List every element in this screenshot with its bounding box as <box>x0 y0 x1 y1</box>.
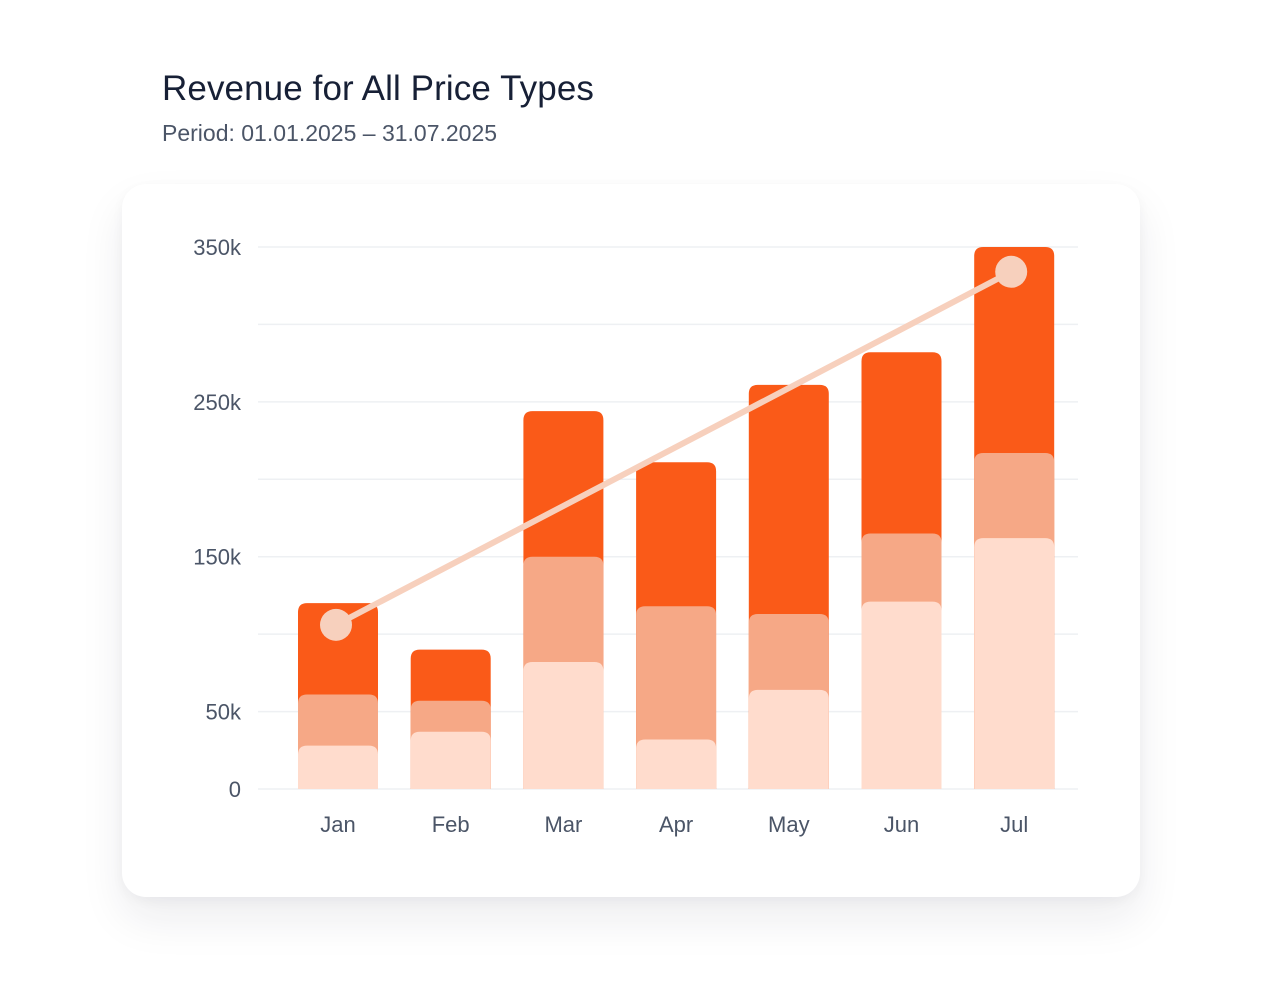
chart-header: Revenue for All Price Types Period: 01.0… <box>162 66 594 148</box>
bar-segment-mar-0 <box>523 662 604 789</box>
chart-subtitle: Period: 01.01.2025 – 31.07.2025 <box>162 120 498 146</box>
trend-line-path <box>333 268 1015 628</box>
bar-segment-jan-0 <box>298 745 378 789</box>
y-tick-label: 150k <box>193 545 242 570</box>
y-tick-label: 0 <box>229 777 241 802</box>
x-tick-label-mar: Mar <box>544 812 582 837</box>
x-tick-label-jul: Jul <box>1000 812 1028 837</box>
bar-stack-jan <box>298 603 378 789</box>
trend-line <box>320 255 1028 641</box>
x-axis: Jan Feb Mar Apr May Jun Jul <box>320 812 1028 837</box>
bar-stack-feb <box>410 649 491 789</box>
x-tick-label-feb: Feb <box>432 812 470 837</box>
y-tick-label: 50k <box>206 700 242 725</box>
bar-segment-apr-0 <box>636 739 717 789</box>
bar-stack-jul <box>974 247 1055 789</box>
bar-segment-feb-0 <box>410 731 491 789</box>
bar-segment-jul-0 <box>974 538 1055 789</box>
chart-card <box>122 184 1140 897</box>
y-tick-label: 250k <box>193 390 242 415</box>
y-tick-label: 350k <box>193 235 242 260</box>
x-tick-label-jan: Jan <box>320 812 355 837</box>
bar-stack-mar <box>523 411 604 789</box>
y-axis: 350k 250k 150k 50k 0 <box>193 235 242 802</box>
bar-stack-apr <box>636 462 717 789</box>
trend-line-start-point <box>320 608 352 641</box>
bar-stack-jun <box>861 352 942 789</box>
bar-segment-may-0 <box>748 689 829 789</box>
x-tick-label-apr: Apr <box>659 812 693 837</box>
bar-segment-jun-0 <box>861 601 942 789</box>
x-tick-label-may: May <box>768 812 810 837</box>
trend-line-end-point <box>995 255 1028 288</box>
bars <box>298 247 1055 789</box>
x-tick-label-jun: Jun <box>884 812 919 837</box>
chart-title: Revenue for All Price Types <box>162 69 594 108</box>
bar-stack-may <box>748 384 829 789</box>
